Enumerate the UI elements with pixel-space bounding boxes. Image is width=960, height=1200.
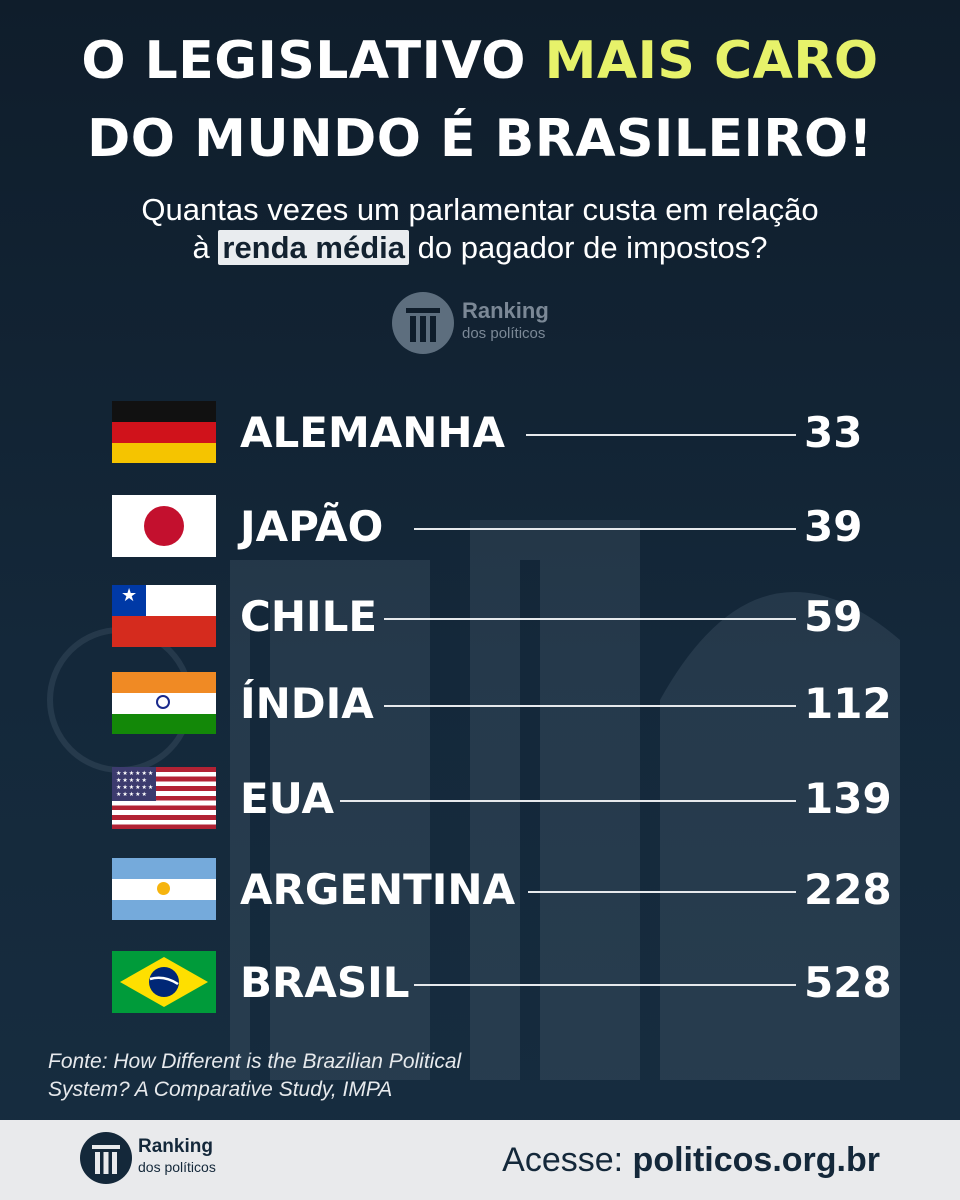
footer-logo-subname: dos políticos bbox=[138, 1159, 216, 1175]
india-flag-icon bbox=[112, 672, 216, 734]
subtitle-highlight: renda média bbox=[218, 230, 409, 265]
logo-name: Ranking bbox=[462, 298, 549, 323]
headline-highlight: MAIS CARO bbox=[544, 31, 879, 91]
footer-brand-logo: Ranking dos políticos bbox=[80, 1132, 280, 1188]
country-name: ÍNDIA bbox=[240, 679, 374, 728]
list-item: ★★★★★★ ★★★★★ ★★★★★★ ★★★★★ EUA 139 bbox=[0, 767, 960, 837]
list-item: ÍNDIA 112 bbox=[0, 672, 960, 742]
footer-bar: Ranking dos políticos Acesse: politicos.… bbox=[0, 1120, 960, 1200]
logo-subname: dos políticos bbox=[462, 325, 546, 342]
germany-flag-icon bbox=[112, 401, 216, 463]
list-item: JAPÃO 39 bbox=[0, 495, 960, 565]
headline-line-2: DO MUNDO É BRASILEIRO! bbox=[87, 109, 873, 169]
country-name: ALEMANHA bbox=[240, 408, 506, 457]
headline-line-1: O LEGISLATIVO MAIS CARO bbox=[81, 31, 879, 91]
country-value: 59 bbox=[804, 592, 863, 641]
country-value: 228 bbox=[804, 865, 892, 914]
brazil-flag-icon bbox=[112, 951, 216, 1013]
chile-flag-icon: ★ bbox=[112, 585, 216, 647]
country-value: 39 bbox=[804, 502, 863, 551]
leader-line bbox=[414, 984, 796, 986]
footer-logo-name: Ranking bbox=[138, 1136, 213, 1157]
leader-line bbox=[414, 528, 796, 530]
list-item: BRASIL 528 bbox=[0, 951, 960, 1021]
country-name: CHILE bbox=[240, 592, 378, 641]
leader-line bbox=[384, 705, 796, 707]
country-name: JAPÃO bbox=[240, 502, 384, 551]
subtitle-line-2: à renda média do pagador de impostos? bbox=[192, 230, 768, 265]
usa-flag-icon: ★★★★★★ ★★★★★ ★★★★★★ ★★★★★ bbox=[112, 767, 216, 829]
list-item: ARGENTINA 228 bbox=[0, 858, 960, 928]
subtitle-line-1: Quantas vezes um parlamentar custa em re… bbox=[141, 192, 819, 227]
brand-logo: Ranking dos políticos bbox=[392, 292, 592, 356]
column-pillar-icon bbox=[392, 292, 454, 354]
leader-line bbox=[340, 800, 796, 802]
leader-line bbox=[526, 434, 796, 436]
list-item: ★ CHILE 59 bbox=[0, 585, 960, 655]
country-value: 528 bbox=[804, 958, 892, 1007]
country-name: EUA bbox=[240, 774, 335, 823]
source-note: Fonte: How Different is the Brazilian Po… bbox=[48, 1050, 462, 1101]
leader-line bbox=[384, 618, 796, 620]
country-name: BRASIL bbox=[240, 958, 410, 1007]
country-name: ARGENTINA bbox=[240, 865, 516, 914]
japan-flag-icon bbox=[112, 495, 216, 557]
argentina-flag-icon bbox=[112, 858, 216, 920]
country-value: 139 bbox=[804, 774, 892, 823]
country-value: 33 bbox=[804, 408, 863, 457]
website-link[interactable]: Acesse: politicos.org.br bbox=[502, 1141, 880, 1179]
country-value: 112 bbox=[804, 679, 892, 728]
list-item: ALEMANHA 33 bbox=[0, 401, 960, 471]
column-pillar-icon bbox=[80, 1132, 132, 1184]
leader-line bbox=[528, 891, 796, 893]
